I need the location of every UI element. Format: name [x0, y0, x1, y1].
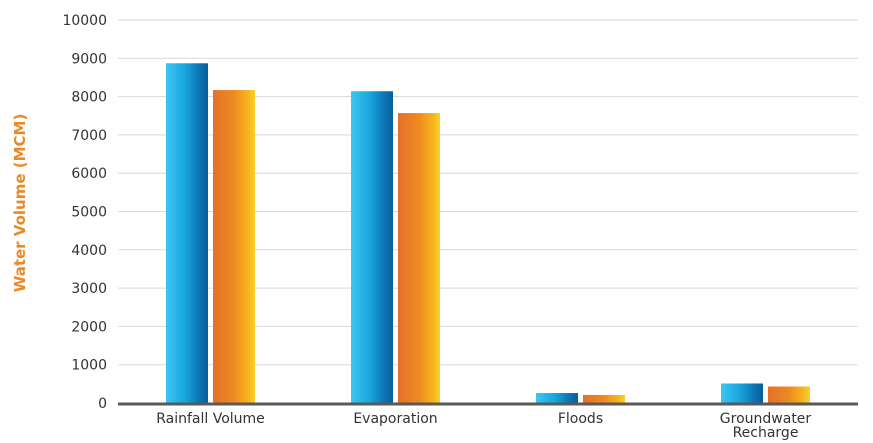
y-tick-label: 3000	[71, 281, 107, 297]
y-axis-label: Water Volume (MCM)	[11, 114, 29, 293]
bar-series1-2	[536, 393, 578, 403]
bar-series2-0	[213, 90, 255, 404]
y-tick-label: 0	[98, 396, 107, 412]
x-tick-label: Recharge	[733, 425, 799, 441]
bar-series2-3	[768, 386, 810, 403]
y-tick-label: 4000	[71, 243, 107, 259]
bar-series2-1	[398, 113, 440, 403]
y-tick-label: 9000	[71, 51, 107, 67]
x-tick-label: Floods	[558, 411, 603, 427]
y-tick-label: 6000	[71, 166, 107, 182]
bar-series1-0	[166, 63, 208, 404]
x-tick-label: Groundwater	[720, 411, 812, 427]
y-tick-label: 10000	[62, 13, 107, 29]
y-tick-label: 2000	[71, 319, 107, 335]
x-tick-label: Evaporation	[353, 411, 437, 427]
bar-series2-2	[583, 394, 625, 403]
y-tick-label: 5000	[71, 205, 107, 221]
bar-series1-1	[351, 91, 393, 403]
y-tick-label: 7000	[71, 128, 107, 144]
y-tick-label: 8000	[71, 90, 107, 106]
x-tick-label: Rainfall Volume	[156, 411, 265, 427]
bar-series1-3	[721, 383, 763, 403]
y-tick-label: 1000	[71, 358, 107, 374]
